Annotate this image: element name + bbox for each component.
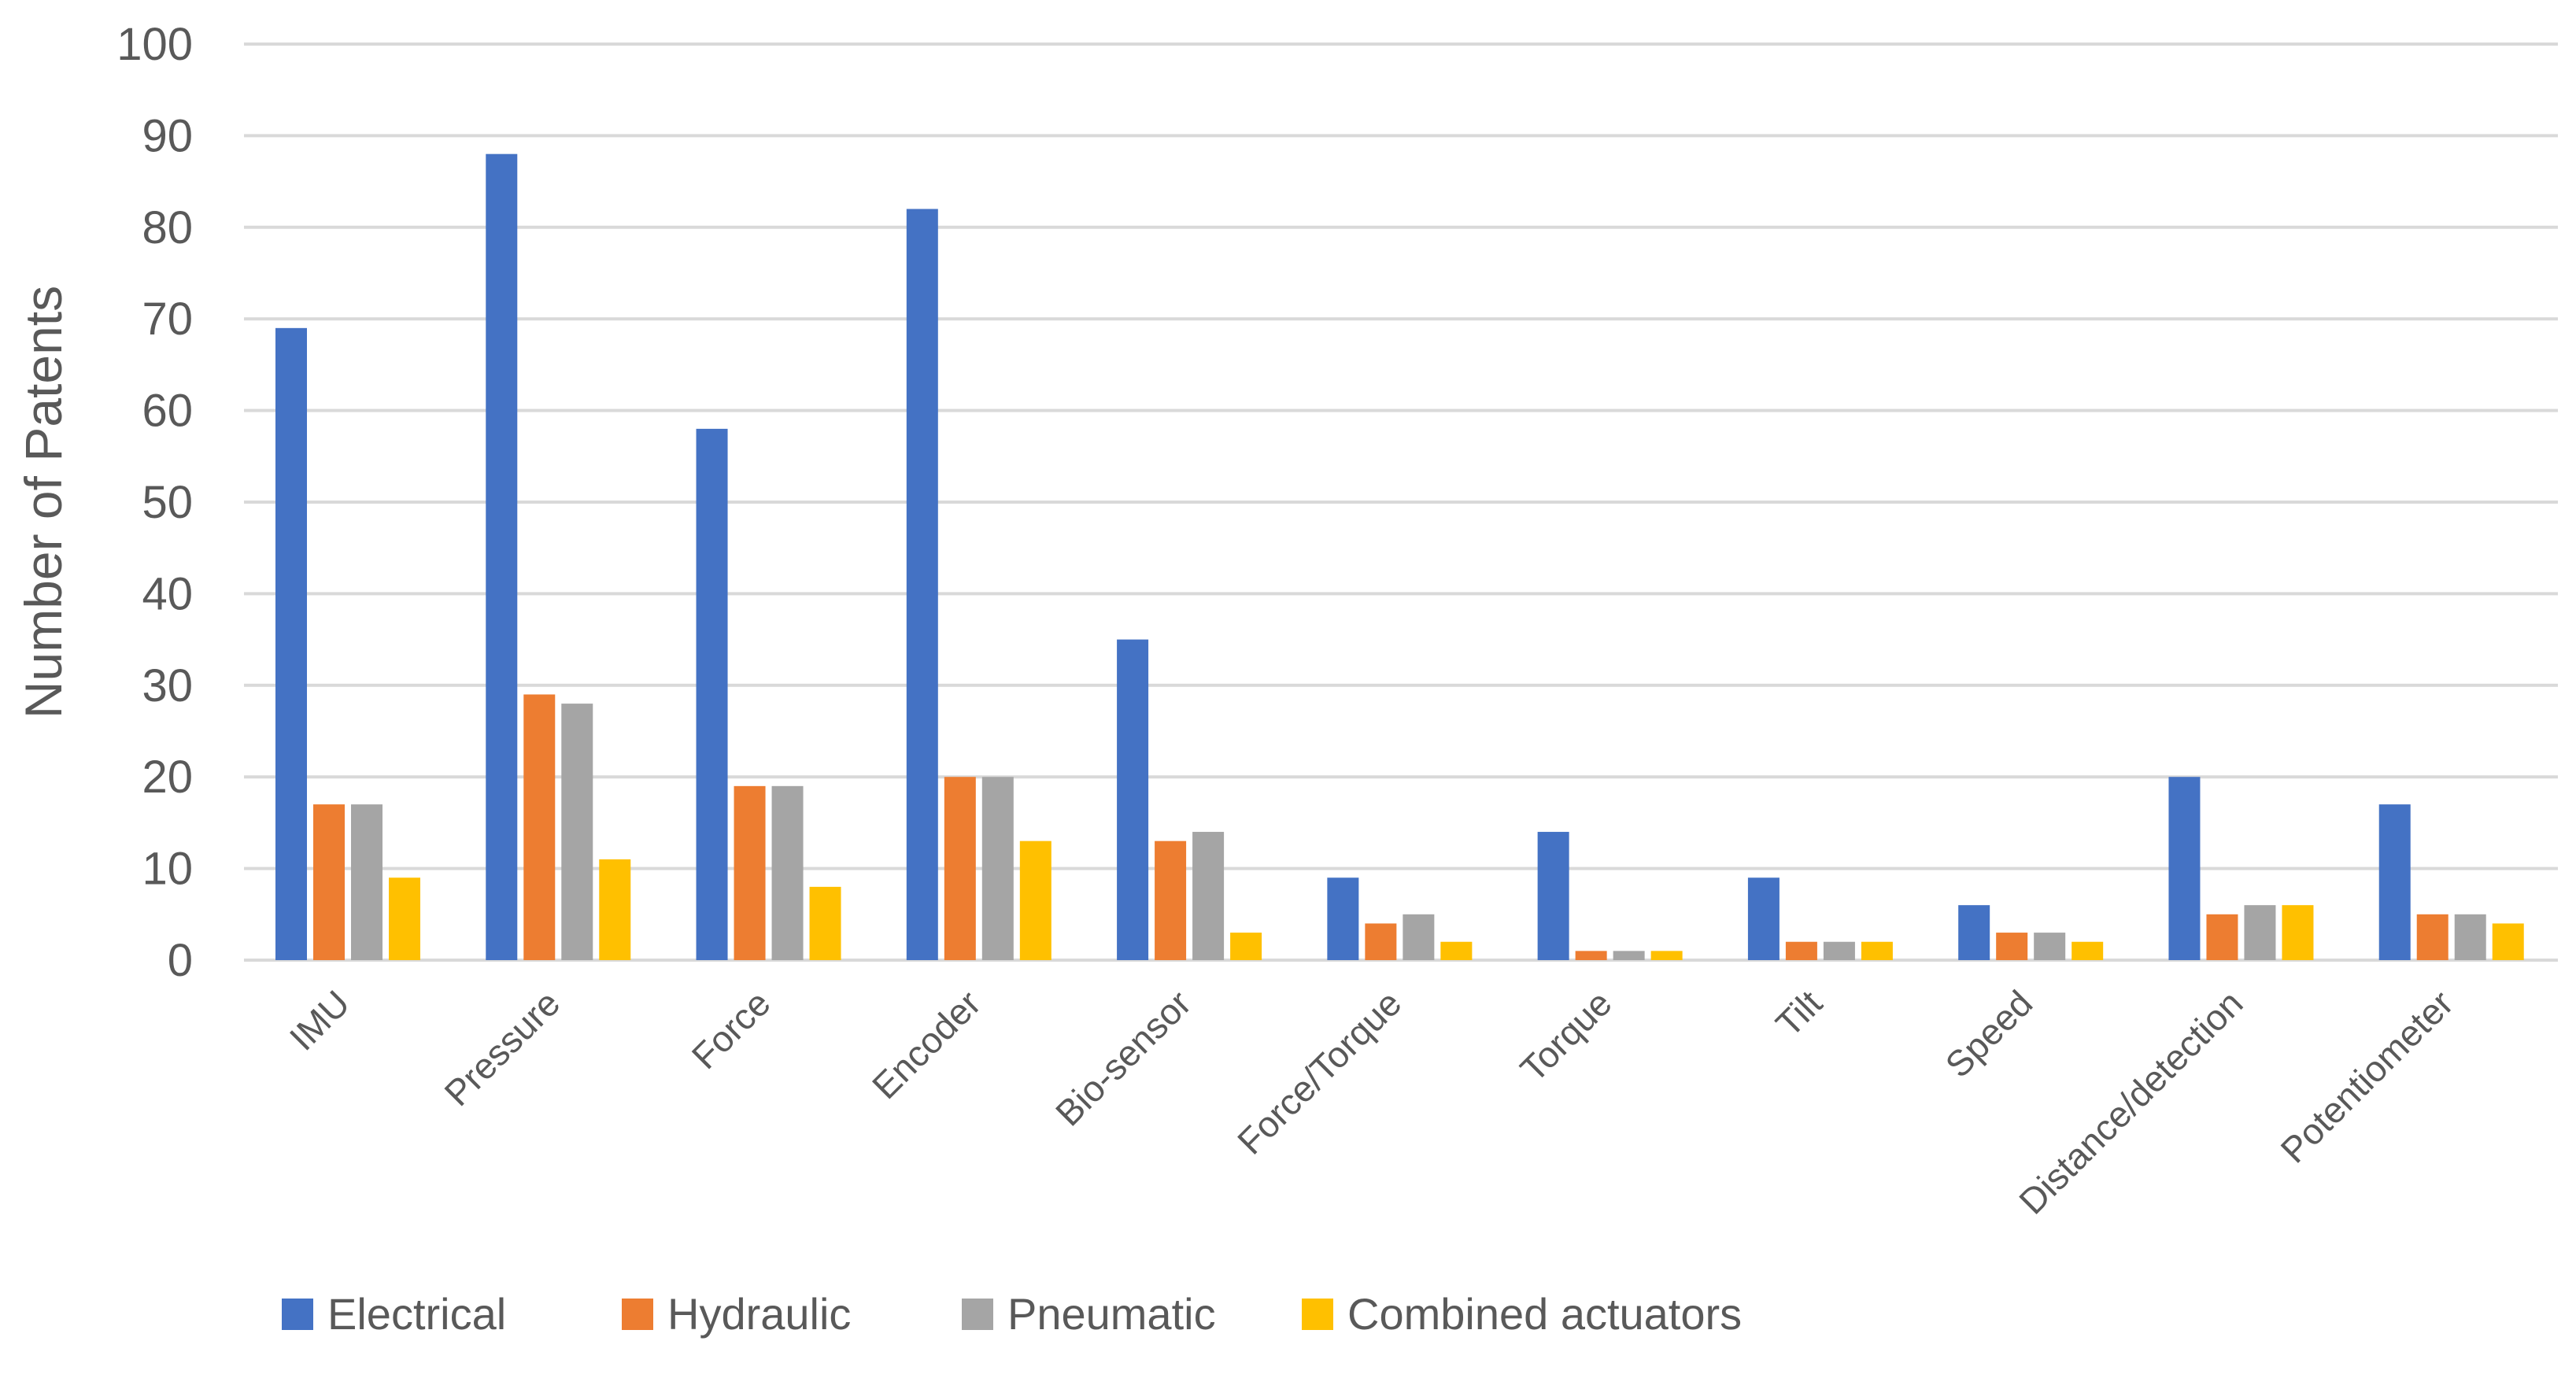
x-tick-label-force-torque: Force/Torque bbox=[1229, 982, 1409, 1162]
bar-force-electrical bbox=[696, 428, 728, 960]
legend-swatch-hydraulic bbox=[622, 1299, 653, 1330]
bar-potentiometer-combined-actuators bbox=[2492, 923, 2524, 960]
legend-swatch-electrical bbox=[282, 1299, 313, 1330]
bar-encoder-combined-actuators bbox=[1019, 840, 1051, 960]
bar-distance-detection-hydraulic bbox=[2206, 914, 2238, 960]
x-tick-label-torque: Torque bbox=[1512, 982, 1619, 1089]
legend-label-hydraulic: Hydraulic bbox=[667, 1289, 851, 1339]
bar-imu-hydraulic bbox=[313, 804, 345, 960]
bar-force-torque-electrical bbox=[1327, 877, 1359, 960]
x-tick-label-encoder: Encoder bbox=[864, 982, 989, 1106]
x-tick-label-bio-sensor: Bio-sensor bbox=[1048, 982, 1199, 1133]
bar-force-pneumatic bbox=[771, 785, 804, 960]
bar-force-torque-combined-actuators bbox=[1440, 941, 1473, 960]
x-tick-label-pressure: Pressure bbox=[436, 982, 567, 1114]
x-tick-label-speed: Speed bbox=[1937, 982, 2040, 1085]
bar-imu-electrical bbox=[275, 327, 307, 961]
bar-encoder-hydraulic bbox=[944, 777, 976, 960]
bar-potentiometer-electrical bbox=[2378, 804, 2411, 960]
y-tick-label: 20 bbox=[142, 752, 193, 803]
bar-torque-pneumatic bbox=[1613, 951, 1645, 960]
bar-encoder-electrical bbox=[906, 209, 938, 960]
bar-distance-detection-combined-actuators bbox=[2282, 905, 2314, 960]
bar-torque-hydraulic bbox=[1575, 951, 1607, 960]
bar-imu-pneumatic bbox=[351, 804, 383, 960]
y-tick-label: 30 bbox=[142, 660, 193, 711]
bar-torque-combined-actuators bbox=[1650, 951, 1683, 960]
bar-speed-hydraulic bbox=[1996, 933, 2028, 960]
x-tick-label-force: Force bbox=[684, 982, 778, 1077]
bar-speed-electrical bbox=[1958, 905, 1990, 960]
y-axis-title: Number of Patents bbox=[14, 286, 72, 719]
bar-pressure-combined-actuators bbox=[599, 859, 631, 960]
bar-potentiometer-pneumatic bbox=[2454, 914, 2486, 960]
bar-force-combined-actuators bbox=[809, 886, 841, 960]
y-tick-label: 90 bbox=[142, 110, 193, 161]
bar-potentiometer-hydraulic bbox=[2416, 914, 2448, 960]
bars bbox=[275, 153, 2524, 961]
bar-bio-sensor-pneumatic bbox=[1192, 832, 1225, 960]
bar-force-hydraulic bbox=[734, 785, 766, 960]
bar-force-torque-hydraulic bbox=[1365, 923, 1397, 960]
bar-pressure-electrical bbox=[486, 153, 518, 961]
bar-speed-pneumatic bbox=[2034, 933, 2066, 960]
bar-pressure-hydraulic bbox=[523, 694, 556, 960]
bar-tilt-electrical bbox=[1747, 877, 1780, 960]
x-tick-label-distance-detection: Distance/detection bbox=[2011, 982, 2250, 1221]
x-tick-label-potentiometer: Potentiometer bbox=[2273, 982, 2461, 1170]
bar-distance-detection-electrical bbox=[2168, 777, 2201, 960]
y-tick-label: 100 bbox=[116, 19, 193, 70]
bar-imu-combined-actuators bbox=[389, 877, 420, 960]
bar-force-torque-pneumatic bbox=[1403, 914, 1435, 960]
bar-tilt-hydraulic bbox=[1785, 941, 1817, 960]
y-tick-label: 60 bbox=[142, 386, 193, 437]
bar-bio-sensor-hydraulic bbox=[1155, 840, 1187, 960]
bar-bio-sensor-electrical bbox=[1117, 639, 1149, 960]
legend-label-electrical: Electrical bbox=[327, 1289, 506, 1339]
legend-label-pneumatic: Pneumatic bbox=[1007, 1289, 1216, 1339]
legend-label-combined-actuators: Combined actuators bbox=[1347, 1289, 1742, 1339]
bar-tilt-combined-actuators bbox=[1861, 941, 1893, 960]
legend-swatch-pneumatic bbox=[962, 1299, 993, 1330]
legend: Electrical Hydraulic Pneumatic Combined act… bbox=[282, 1289, 1742, 1339]
bar-torque-electrical bbox=[1537, 832, 1569, 960]
bar-distance-detection-pneumatic bbox=[2244, 905, 2276, 960]
y-tick-label: 50 bbox=[142, 477, 193, 528]
bar-bio-sensor-combined-actuators bbox=[1230, 933, 1262, 960]
y-tick-label: 70 bbox=[142, 294, 193, 345]
x-tick-label-imu: IMU bbox=[282, 982, 357, 1058]
bar-encoder-pneumatic bbox=[981, 777, 1014, 960]
bar-speed-combined-actuators bbox=[2072, 941, 2104, 960]
y-tick-label: 10 bbox=[142, 844, 193, 895]
y-axis-ticks: 0 10 20 30 40 50 60 70 80 90 100 bbox=[116, 19, 193, 986]
y-tick-label: 80 bbox=[142, 202, 193, 253]
y-tick-label: 0 bbox=[168, 935, 193, 986]
x-axis-ticks: IMU Pressure Force Encoder Bio-sensor Force/T… bbox=[282, 982, 2461, 1222]
y-tick-label: 40 bbox=[142, 568, 193, 619]
legend-swatch-combined-actuators bbox=[1302, 1299, 1333, 1330]
bar-pressure-pneumatic bbox=[561, 704, 593, 960]
x-tick-label-tilt: Tilt bbox=[1768, 982, 1830, 1044]
bar-tilt-pneumatic bbox=[1823, 941, 1855, 960]
